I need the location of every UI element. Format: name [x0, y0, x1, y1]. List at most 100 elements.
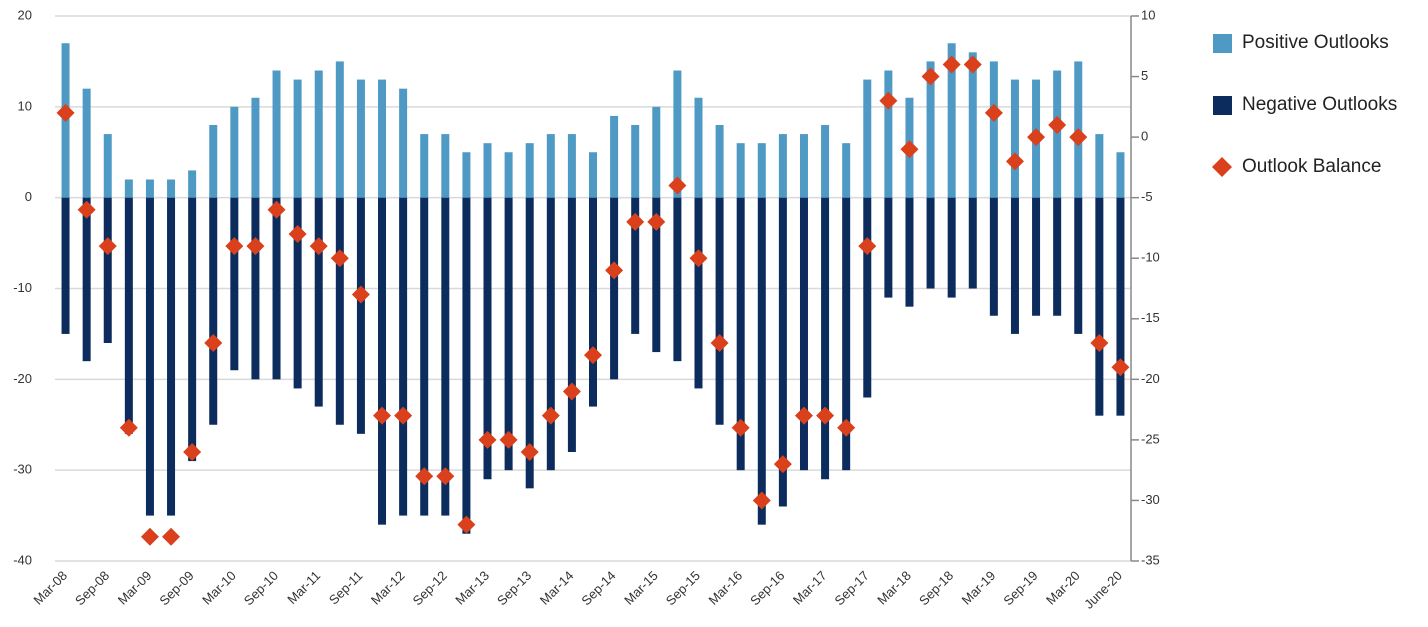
- bar: [420, 134, 429, 198]
- x-tick-label: Mar-20: [1043, 568, 1083, 608]
- bar: [525, 197, 534, 489]
- bar: [989, 61, 998, 198]
- bar: [124, 197, 133, 434]
- bar: [694, 97, 703, 198]
- marker: [288, 225, 307, 243]
- bar: [926, 197, 935, 289]
- marker: [351, 285, 370, 304]
- bar: [694, 197, 703, 389]
- bar: [610, 115, 619, 198]
- bar: [947, 43, 956, 198]
- marker: [984, 103, 1003, 122]
- bar: [314, 70, 323, 198]
- marker: [520, 443, 539, 461]
- x-tick-label: Sep-15: [663, 568, 703, 608]
- bar: [842, 197, 851, 471]
- bar: [335, 197, 344, 425]
- x-tick-label: Sep-11: [326, 568, 366, 608]
- legend-label: Positive Outlooks: [1242, 32, 1389, 53]
- bar: [1053, 197, 1062, 316]
- y2-tick-label: -35: [1141, 552, 1160, 567]
- marker: [457, 515, 476, 534]
- marker: [752, 491, 771, 510]
- bar: [821, 125, 830, 198]
- y-tick-label: -10: [13, 280, 32, 295]
- bar: [504, 152, 513, 198]
- bar: [525, 143, 534, 198]
- bar: [167, 179, 176, 198]
- bar: [821, 197, 830, 480]
- bar: [884, 197, 893, 298]
- marker: [816, 406, 835, 425]
- marker: [394, 406, 413, 425]
- bar: [399, 197, 408, 516]
- marker: [140, 527, 159, 546]
- bar: [589, 152, 597, 198]
- bar: [715, 125, 724, 198]
- x-tick-label: Mar-09: [115, 568, 155, 608]
- bar: [378, 79, 387, 198]
- bar: [589, 197, 597, 407]
- bar: [188, 197, 197, 462]
- bar: [546, 197, 555, 471]
- marker: [499, 430, 518, 449]
- bar: [335, 61, 344, 198]
- bar: [230, 106, 239, 198]
- marker: [773, 455, 792, 474]
- bar: [968, 52, 977, 198]
- marker: [1027, 128, 1046, 147]
- bar: [441, 134, 450, 198]
- y-tick-label: 0: [25, 189, 32, 204]
- x-tick-label: June-20: [1081, 568, 1125, 612]
- x-tick-label: Mar-18: [874, 568, 914, 608]
- marker: [162, 527, 181, 546]
- marker: [98, 237, 117, 256]
- bar: [504, 197, 513, 471]
- bar: [968, 197, 977, 289]
- bar: [251, 197, 260, 380]
- bar: [251, 97, 260, 198]
- marker: [246, 237, 265, 256]
- y-tick-label: -40: [13, 552, 32, 567]
- bar: [103, 134, 112, 198]
- bar: [145, 197, 154, 516]
- bar: [652, 197, 661, 353]
- x-tick-label: Mar-10: [199, 568, 239, 608]
- bar: [1095, 134, 1104, 198]
- bar: [483, 143, 492, 198]
- y2-tick-label: 10: [1141, 7, 1155, 22]
- bar: [652, 106, 661, 198]
- x-tick-label: Sep-13: [494, 568, 534, 608]
- bar: [1074, 197, 1083, 334]
- marker: [668, 176, 687, 195]
- bar: [989, 197, 998, 316]
- marker: [731, 418, 750, 437]
- bar: [1116, 197, 1125, 416]
- x-tick-label: Mar-19: [959, 568, 999, 608]
- marker: [562, 382, 581, 401]
- x-tick-label: Sep-17: [832, 568, 872, 608]
- bar: [736, 143, 745, 198]
- y2-tick-label: -10: [1141, 250, 1160, 265]
- bar: [293, 197, 302, 389]
- marker: [478, 430, 497, 449]
- y2-tick-label: 0: [1141, 129, 1148, 144]
- x-tick-label: Mar-08: [30, 568, 70, 608]
- marker: [56, 103, 75, 122]
- bar: [378, 197, 387, 525]
- bar: [272, 197, 281, 380]
- bar: [842, 143, 851, 198]
- marker: [119, 418, 138, 437]
- bar: [884, 70, 893, 198]
- x-tick-label: Mar-16: [706, 568, 746, 608]
- bar: [209, 125, 218, 198]
- bar: [483, 197, 492, 480]
- bar: [293, 79, 302, 198]
- y2-tick-label: 5: [1141, 68, 1148, 83]
- marker: [373, 406, 392, 425]
- x-tick-label: Sep-12: [410, 568, 450, 608]
- marker: [605, 261, 624, 280]
- y2-tick-label: -30: [1141, 492, 1160, 507]
- marker: [626, 212, 645, 231]
- x-tick-label: Mar-13: [452, 568, 492, 608]
